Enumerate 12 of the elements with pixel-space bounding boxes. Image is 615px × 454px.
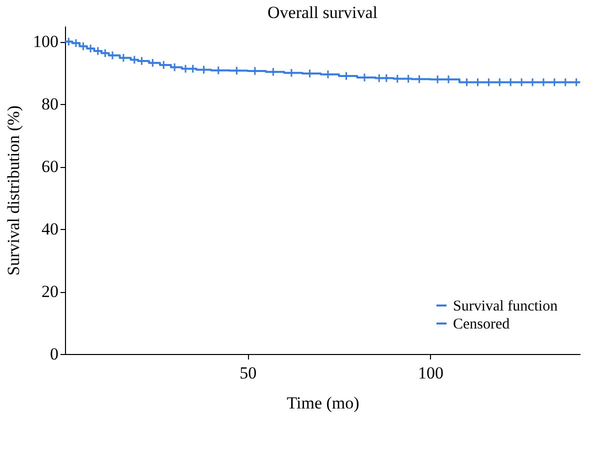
legend-label: Survival function: [453, 298, 558, 314]
y-tick-label: 0: [50, 344, 58, 364]
y-tick-label: 20: [42, 282, 58, 302]
y-tick-label: 60: [42, 157, 58, 176]
x-tick-label: 50: [240, 364, 257, 382]
chart-title: Overall survival: [268, 3, 378, 22]
y-axis-title: Survival distribution (%): [4, 106, 23, 276]
legend-label: Censored: [453, 316, 510, 332]
y-tick-label: 80: [42, 94, 58, 114]
x-axis-title: Time (mo): [286, 394, 360, 412]
y-tick-label: 40: [42, 220, 58, 239]
y-tick-label: 100: [33, 32, 58, 52]
